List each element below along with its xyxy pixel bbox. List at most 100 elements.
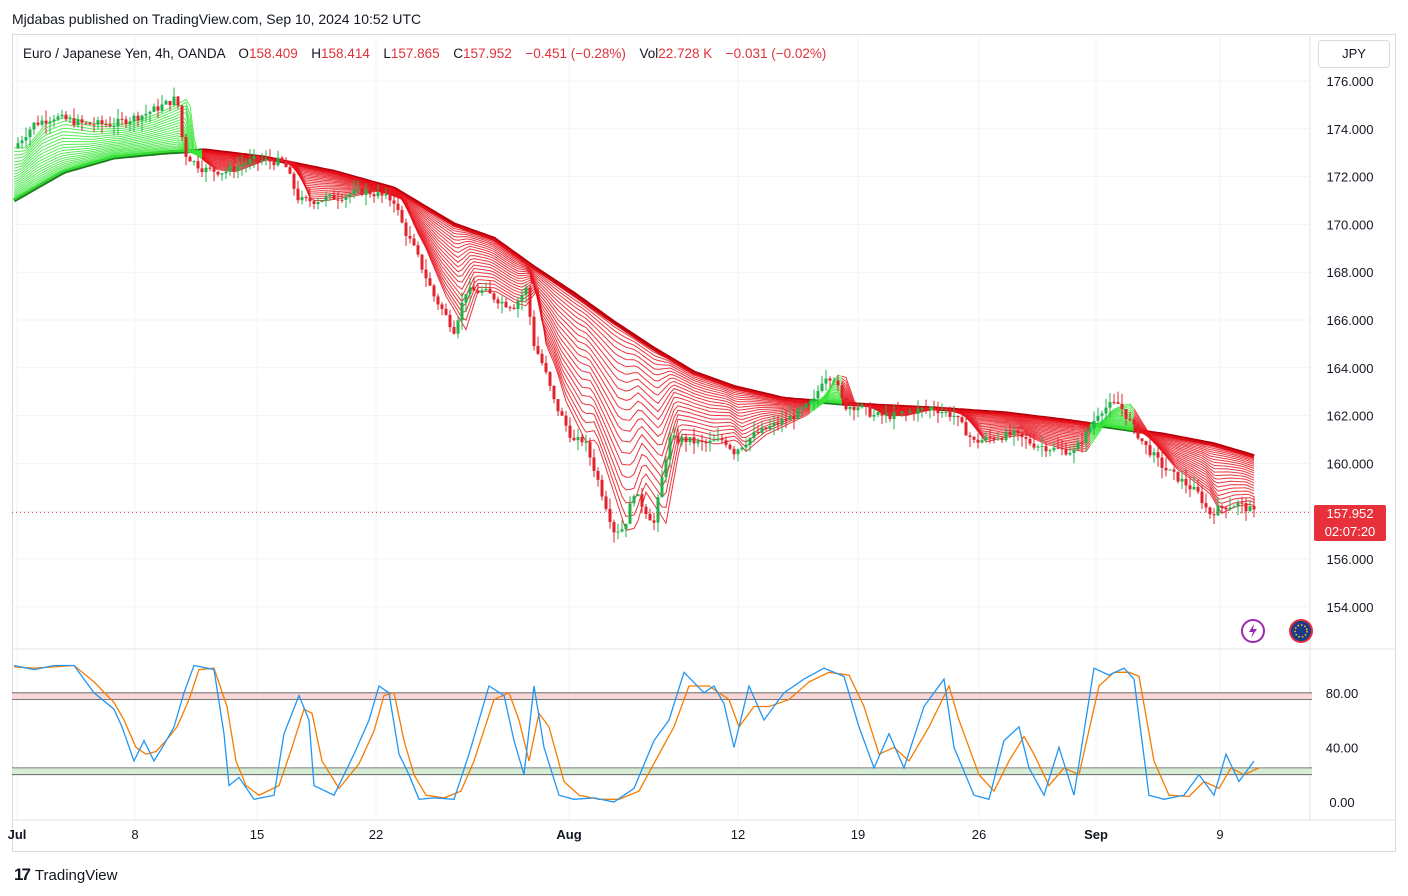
candle-body xyxy=(96,120,100,125)
ema-ribbon-line xyxy=(1133,429,1255,464)
candle-body xyxy=(1168,469,1172,471)
ema-ribbon-line xyxy=(201,151,811,403)
candle-body xyxy=(1004,431,1008,441)
candle-body xyxy=(680,437,684,443)
stoch-k-line xyxy=(13,664,1255,803)
candle-body xyxy=(1084,431,1088,444)
volume-change: −0.031 (−0.02%) xyxy=(725,46,827,61)
candle-body xyxy=(1176,471,1180,482)
candle-body xyxy=(272,161,276,166)
ema-ribbon-line xyxy=(809,376,843,412)
candle-body xyxy=(1172,469,1176,472)
candle-body xyxy=(608,508,612,523)
candle-body xyxy=(1200,491,1204,504)
candle-body xyxy=(740,447,744,450)
ema-ribbon-line xyxy=(201,150,811,402)
candle-body xyxy=(480,290,484,293)
candle-body xyxy=(1240,502,1244,504)
price-axis-label: 164.000 xyxy=(1327,361,1374,376)
candle-body xyxy=(1244,503,1248,512)
close-label: C xyxy=(453,46,463,61)
candle-body xyxy=(1212,514,1216,516)
candle-body xyxy=(1088,428,1092,432)
candle-body xyxy=(448,314,452,328)
currency-button[interactable]: JPY xyxy=(1318,40,1390,68)
candle-body xyxy=(284,160,288,168)
candle-body xyxy=(192,161,196,163)
candle-body xyxy=(1008,431,1012,436)
ema-ribbon-line xyxy=(201,155,811,413)
candle-body xyxy=(808,401,812,404)
candle-body xyxy=(1116,402,1120,404)
candle-body xyxy=(344,196,348,200)
time-axis-label: 9 xyxy=(1216,827,1223,842)
time-axis-label: 12 xyxy=(731,827,745,842)
flash-icon[interactable] xyxy=(1240,618,1266,644)
candle-body xyxy=(236,166,240,172)
time-axis-label: Aug xyxy=(556,827,581,842)
open-value: 158.409 xyxy=(248,46,298,61)
candle-body xyxy=(436,296,440,305)
candle-body xyxy=(320,200,324,202)
candle-body xyxy=(180,105,184,138)
candle-body xyxy=(768,425,772,430)
ema-ribbon-line xyxy=(13,101,203,159)
high-value: 158.414 xyxy=(321,46,370,61)
candle-body xyxy=(672,435,676,438)
ema-ribbon-line xyxy=(201,151,811,402)
candle-body xyxy=(128,121,132,125)
price-axis-label: 156.000 xyxy=(1327,552,1374,567)
ema-ribbon-line xyxy=(201,150,811,402)
ema-ribbon-line xyxy=(201,157,811,470)
ema-ribbon-line xyxy=(14,98,203,159)
candle-body xyxy=(1220,505,1224,508)
candle-body xyxy=(388,193,392,201)
candle-body xyxy=(1156,452,1160,458)
candle-body xyxy=(716,438,720,441)
candle-body xyxy=(1204,503,1208,508)
candle-body xyxy=(468,287,472,295)
candle-body xyxy=(208,167,212,169)
candle-body xyxy=(504,301,508,308)
candle-body xyxy=(840,385,844,399)
candle-body xyxy=(720,438,724,441)
tradingview-logo[interactable]: 17 TradingView xyxy=(14,865,117,885)
candle-body xyxy=(752,431,756,438)
ema-ribbon-line xyxy=(13,141,203,192)
candle-body xyxy=(604,496,608,509)
candle-body xyxy=(52,119,56,122)
candle-body xyxy=(816,390,820,399)
candle-body xyxy=(384,193,388,196)
price-axis-label: 172.000 xyxy=(1327,170,1374,185)
ema-ribbon-line xyxy=(1133,428,1255,467)
candle-body xyxy=(788,415,792,421)
globe-icon[interactable] xyxy=(1288,618,1314,644)
candle-body xyxy=(84,122,88,124)
symbol-title[interactable]: Euro / Japanese Yen, 4h, OANDA xyxy=(23,46,225,61)
ema-ribbon-line xyxy=(201,152,811,404)
candle-body xyxy=(916,408,920,414)
open-label: O xyxy=(238,46,249,61)
candle-body xyxy=(136,115,140,121)
candle-body xyxy=(500,301,504,304)
candle-body xyxy=(976,439,980,443)
candle-body xyxy=(848,406,852,410)
candle-body xyxy=(1040,446,1044,448)
candle-body xyxy=(868,406,872,417)
candle-body xyxy=(844,398,848,410)
ema-ribbon-line xyxy=(201,155,811,421)
candle-body xyxy=(568,425,572,438)
candle-body xyxy=(920,408,924,410)
candle-body xyxy=(904,411,908,413)
candle-body xyxy=(204,167,208,173)
candle-body xyxy=(1152,452,1156,456)
candle-body xyxy=(476,290,480,293)
time-axis-label: Sep xyxy=(1084,827,1108,842)
candle-body xyxy=(640,494,644,507)
ema-ribbon-line xyxy=(809,374,843,414)
candle-body xyxy=(1232,506,1236,508)
candle-body xyxy=(416,245,420,255)
volume-label: Vol xyxy=(639,46,659,61)
candle-body xyxy=(592,457,596,471)
